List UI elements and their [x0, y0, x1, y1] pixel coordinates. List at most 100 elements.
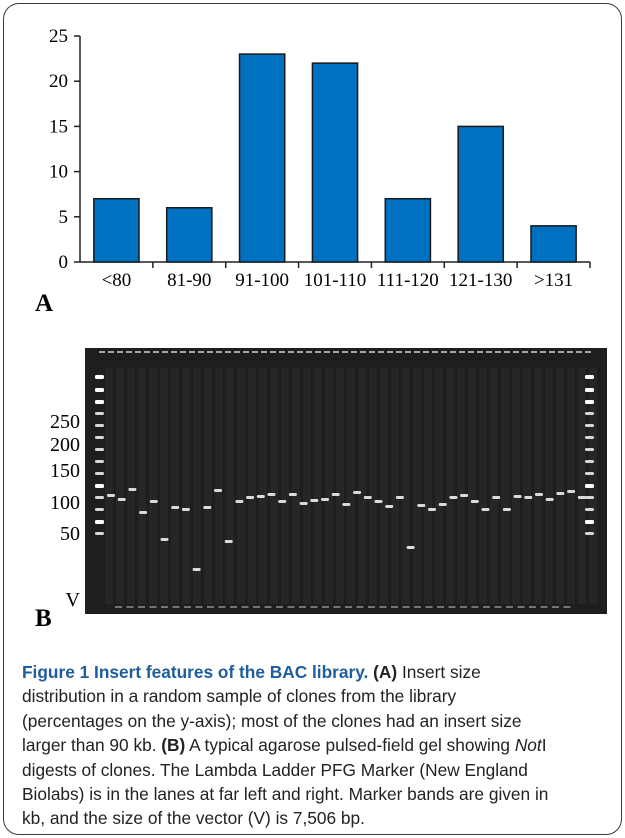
caption-enzyme-italic: Not	[514, 735, 542, 756]
gel-well	[261, 351, 267, 353]
vector-band	[276, 606, 283, 608]
lane-smear	[281, 368, 289, 604]
caption-line-1: Figure 1 Insert features of the BAC libr…	[22, 660, 612, 684]
insert-band	[428, 508, 436, 511]
insert-band	[331, 493, 340, 496]
lane-smear	[523, 368, 531, 604]
marker-label-100: 100	[50, 492, 80, 514]
lane-smear	[578, 368, 586, 604]
insert-band	[502, 508, 511, 511]
gel-well	[144, 351, 150, 353]
marker-band-left	[95, 388, 104, 392]
marker-band-left	[95, 472, 104, 475]
gel-well	[207, 351, 213, 353]
insert-band	[203, 506, 212, 509]
gel-well	[540, 351, 546, 353]
y-tick-label-15: 15	[49, 116, 68, 137]
x-tick-label-<80: <80	[102, 270, 132, 291]
insert-band	[470, 500, 479, 503]
panel-b-label: B	[35, 605, 52, 632]
gel-well	[513, 351, 519, 353]
gel-well	[423, 351, 429, 353]
figure-caption: Figure 1 Insert features of the BAC libr…	[22, 660, 612, 831]
gel-well	[378, 351, 384, 353]
insert-band	[460, 494, 469, 497]
lane-smear	[325, 368, 333, 604]
insert-band	[438, 503, 447, 506]
caption-line-5: digests of clones. The Lambda Ladder PFG…	[22, 759, 528, 780]
gel-well	[162, 351, 168, 353]
lane-smear	[413, 368, 421, 604]
vector-band	[563, 606, 571, 608]
y-tick-label-25: 25	[49, 26, 68, 47]
lane-smear	[182, 368, 190, 604]
gel-well	[414, 351, 420, 353]
vector-band	[322, 606, 329, 608]
marker-band-left	[95, 424, 104, 427]
insert-band	[256, 495, 265, 498]
insert-band	[577, 496, 586, 499]
lane-smear	[270, 368, 278, 604]
bar->131	[530, 225, 577, 263]
marker-band-left	[95, 520, 104, 524]
gel-well	[216, 351, 222, 353]
marker-band-left	[95, 484, 104, 488]
bar-91-100	[238, 53, 286, 263]
marker-band-right	[585, 472, 594, 475]
marker-band-left	[95, 532, 104, 535]
vector-band	[540, 606, 548, 608]
vector-band	[552, 606, 559, 608]
gel-well	[171, 351, 177, 353]
lane-smear	[380, 368, 388, 604]
lane-smear	[193, 368, 201, 604]
vector-band	[195, 606, 203, 608]
vector-band	[333, 606, 341, 608]
gel-well	[99, 351, 105, 353]
marker-label-150: 150	[50, 460, 80, 482]
insert-band	[171, 506, 180, 509]
vector-band	[287, 606, 295, 608]
insert-band	[288, 493, 297, 496]
gel-well	[288, 351, 294, 353]
insert-band	[545, 498, 554, 501]
vector-band	[391, 606, 398, 608]
vector-band	[345, 606, 352, 608]
caption-line4-pre: larger than 90 kb.	[22, 735, 162, 756]
lane-smear	[314, 368, 322, 604]
vector-band	[471, 606, 479, 608]
gel-well	[468, 351, 474, 353]
vector-band	[368, 606, 375, 608]
marker-band-right	[585, 532, 594, 535]
gel-well	[387, 351, 393, 353]
vector-band	[149, 606, 157, 608]
vector-band	[184, 606, 191, 608]
marker-band-right	[585, 412, 594, 415]
vector-band	[506, 606, 513, 608]
marker-band-left	[95, 496, 104, 499]
insert-band	[149, 500, 158, 503]
gel-well	[306, 351, 312, 353]
lane-smear	[512, 368, 520, 604]
marker-label-200: 200	[50, 434, 80, 456]
insert-band	[117, 498, 126, 501]
gel-well	[585, 351, 591, 353]
vector-band	[460, 606, 467, 608]
insert-band	[374, 500, 383, 503]
insert-band	[492, 496, 501, 499]
lane-smear	[237, 368, 245, 604]
vector-band	[437, 606, 444, 608]
vector-band	[230, 606, 237, 608]
gel-well	[333, 351, 339, 353]
vector-band	[126, 606, 134, 608]
vector-band	[494, 606, 502, 608]
vector-band	[218, 606, 226, 608]
lane-smear	[402, 368, 410, 604]
gel-well	[396, 351, 402, 353]
insert-band	[267, 493, 276, 496]
vector-band	[115, 606, 122, 608]
gel-well	[549, 351, 555, 353]
gel-well	[225, 351, 231, 353]
marker-band-left	[95, 400, 104, 404]
vector-band	[517, 606, 525, 608]
y-tick-label-0: 0	[59, 252, 69, 273]
